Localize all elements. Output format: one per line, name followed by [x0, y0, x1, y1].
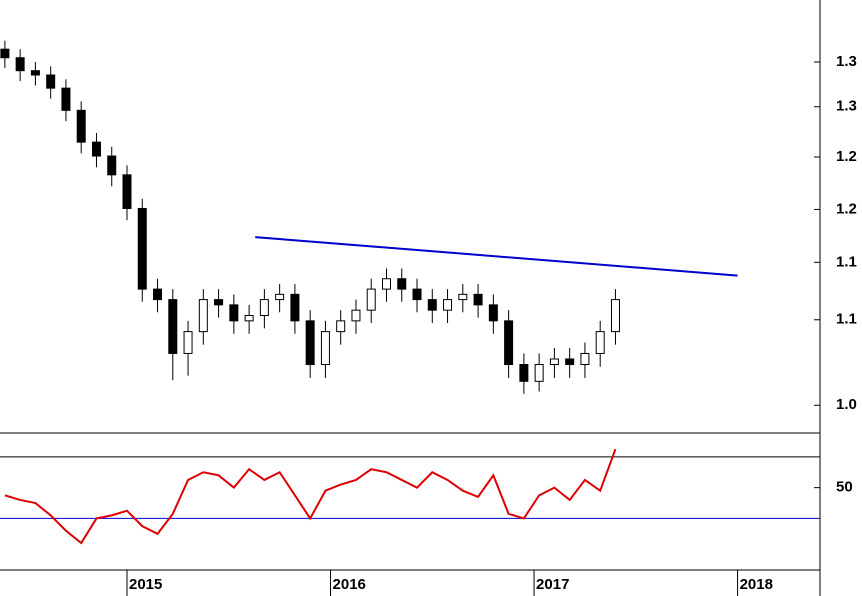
candle-body [76, 109, 86, 143]
candle-body [610, 299, 620, 333]
candle-body [381, 278, 391, 290]
candle-body [153, 288, 163, 301]
candle-body [320, 331, 330, 366]
y-tick-label: 1.1 [836, 311, 857, 328]
candle-body [168, 299, 178, 354]
y-tick-label: 50 [836, 479, 853, 496]
candle-body [305, 320, 315, 366]
candle-body [473, 293, 483, 306]
candle-body [91, 141, 101, 157]
candle-body [61, 87, 71, 111]
candle-body [366, 288, 376, 311]
candle-body [198, 299, 208, 333]
candle-body [15, 57, 25, 72]
y-tick-label: 1.0 [836, 396, 857, 413]
trendline [255, 236, 738, 277]
candle-body [46, 74, 56, 89]
x-tick-label: 2015 [129, 576, 162, 593]
candle-body [183, 331, 193, 354]
candle-body [580, 352, 590, 366]
rsi-line [4, 448, 617, 545]
candle-body [504, 320, 514, 366]
candle-body [259, 299, 269, 316]
x-tick-label: 2017 [536, 576, 569, 593]
candle-body [519, 364, 529, 382]
candle-body [275, 293, 285, 301]
candle-body [107, 155, 117, 176]
candle-body [244, 314, 254, 322]
candle-body [427, 299, 437, 311]
candle-body [229, 304, 239, 322]
candle-body [122, 174, 132, 209]
y-tick-label: 1.3 [836, 98, 857, 115]
candle-body [595, 331, 605, 354]
candle-body [565, 358, 575, 366]
candle-body [0, 48, 10, 59]
candle-body [214, 299, 224, 306]
candle-body [290, 293, 300, 322]
candle-body [534, 364, 544, 382]
y-tick-label: 1.3 [836, 53, 857, 70]
y-tick-label: 1.1 [836, 253, 857, 270]
candle-body [549, 358, 559, 366]
x-tick-label: 2018 [740, 576, 773, 593]
x-tick-label: 2016 [333, 576, 366, 593]
y-tick-label: 1.2 [836, 148, 857, 165]
candle-body [412, 288, 422, 301]
candle-body [351, 309, 361, 322]
candle-body [397, 278, 407, 290]
candle-body [443, 299, 453, 311]
candle-body [336, 320, 346, 333]
y-tick-label: 1.2 [836, 200, 857, 217]
candle-body [137, 207, 147, 290]
candle-body [458, 293, 468, 301]
candle-body [488, 304, 498, 322]
candle-body [30, 70, 40, 76]
